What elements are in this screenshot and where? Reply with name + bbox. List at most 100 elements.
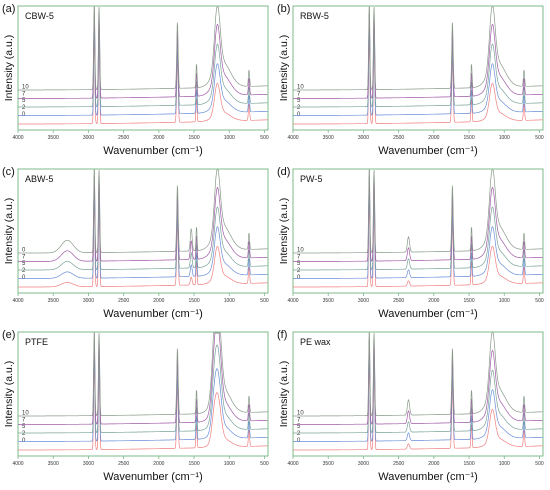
x-tick-label: 3000 <box>83 298 94 304</box>
series-line-5 <box>18 343 268 434</box>
x-tick-label: 2500 <box>118 298 129 304</box>
series-line-2 <box>18 189 268 279</box>
series-label: 5 <box>297 98 301 104</box>
x-tick-label: 500 <box>260 461 269 467</box>
panel-title: PW-5 <box>300 174 322 184</box>
x-tick-label: 2500 <box>118 135 129 141</box>
x-tick-label: 3500 <box>48 298 59 304</box>
y-axis-label: Intensity (a.u.) <box>278 35 290 102</box>
series-label: 0 <box>297 275 301 281</box>
series-line-0 <box>18 197 268 288</box>
x-tick-label: 3000 <box>358 135 369 141</box>
series-label: 0 <box>297 438 301 444</box>
series-line-2 <box>293 352 543 442</box>
x-tick-label: 2000 <box>153 298 164 304</box>
y-axis-label: Intensity (a.u.) <box>278 361 290 428</box>
panel-label: (f) <box>277 329 287 341</box>
series-label: 5 <box>297 424 301 430</box>
plot-frame <box>17 168 269 294</box>
series-line-7 <box>18 332 268 425</box>
x-axis-label: Wavenumber (cm⁻¹) <box>378 145 478 157</box>
x-tick-label: 3500 <box>48 135 59 141</box>
series-line-2 <box>18 26 268 116</box>
series-label: 7 <box>297 91 301 97</box>
series-line-5 <box>293 180 543 271</box>
x-tick-label: 4000 <box>12 461 23 467</box>
panel-title: CBW-5 <box>25 11 54 21</box>
x-tick-label: 500 <box>535 461 544 467</box>
x-tick-label: 1500 <box>463 135 474 141</box>
series-label: 7 <box>297 254 301 260</box>
series-line-0 <box>18 360 268 451</box>
x-tick-label: 2000 <box>153 461 164 467</box>
x-tick-label: 500 <box>260 298 269 304</box>
series-line-2 <box>293 189 543 279</box>
y-axis-label: Intensity (a.u.) <box>3 35 15 102</box>
panel-label: (e) <box>2 329 15 341</box>
x-tick-label: 1000 <box>224 298 235 304</box>
series-label: 5 <box>22 424 26 430</box>
plot-frame <box>17 5 269 131</box>
series-label: 0 <box>22 247 26 253</box>
x-tick-label: 1000 <box>499 461 510 467</box>
series-label: 2 <box>297 431 301 437</box>
series-label: 2 <box>297 268 301 274</box>
x-axis-label: Wavenumber (cm⁻¹) <box>103 308 203 320</box>
x-tick-label: 4000 <box>287 135 298 141</box>
x-axis-label: Wavenumber (cm⁻¹) <box>378 471 478 483</box>
series-label: 2 <box>297 105 301 111</box>
series-line-5 <box>293 343 543 434</box>
series-label: 10 <box>297 247 304 253</box>
panel-title: PE wax <box>300 337 331 347</box>
series-label: 7 <box>22 254 26 260</box>
x-tick-label: 4000 <box>12 135 23 141</box>
x-tick-label: 2000 <box>428 461 439 467</box>
series-line-5 <box>293 17 543 108</box>
series-label: 10 <box>297 84 304 90</box>
series-label: 5 <box>297 261 301 267</box>
series-line-7 <box>18 9 268 99</box>
series-line-0 <box>293 197 543 288</box>
x-tick-label: 4000 <box>287 461 298 467</box>
panel-label: (b) <box>277 3 290 15</box>
panel-label: (d) <box>277 166 290 178</box>
panel-title: ABW-5 <box>25 174 53 184</box>
series-label: 10 <box>22 410 29 416</box>
x-tick-label: 3500 <box>323 461 334 467</box>
x-tick-label: 500 <box>535 298 544 304</box>
x-axis-label: Wavenumber (cm⁻¹) <box>103 145 203 157</box>
series-label: 0 <box>22 112 26 118</box>
series-line-2 <box>293 26 543 116</box>
series-line-0 <box>18 169 268 254</box>
series-line-0 <box>293 360 543 451</box>
x-tick-label: 1000 <box>499 298 510 304</box>
series-line-7 <box>18 172 268 262</box>
series-line-10 <box>293 332 543 417</box>
panel-a: (a) CBW-5 Intensity (a.u.) 4000 3500 3000 2500… <box>2 3 269 157</box>
x-tick-label: 2000 <box>428 135 439 141</box>
series-line-0 <box>18 34 268 125</box>
x-tick-label: 3000 <box>83 135 94 141</box>
series-line-10 <box>293 169 543 254</box>
series-line-7 <box>293 172 543 262</box>
panel-title: PTFE <box>25 337 48 347</box>
series-line-5 <box>18 17 268 108</box>
x-tick-label: 2500 <box>393 135 404 141</box>
series-line-7 <box>293 335 543 425</box>
x-tick-label: 4000 <box>287 298 298 304</box>
x-tick-label: 2500 <box>118 461 129 467</box>
x-tick-label: 3000 <box>358 298 369 304</box>
x-tick-label: 500 <box>535 135 544 141</box>
series-label: 10 <box>297 410 304 416</box>
series-label: 7 <box>297 417 301 423</box>
x-tick-label: 3500 <box>323 135 334 141</box>
series-label: 0 <box>297 112 301 118</box>
x-tick-label: 1500 <box>463 461 474 467</box>
x-tick-label: 2000 <box>428 298 439 304</box>
series-line-5 <box>18 180 268 271</box>
panel-label: (a) <box>2 3 15 15</box>
series-label: 7 <box>22 91 26 97</box>
